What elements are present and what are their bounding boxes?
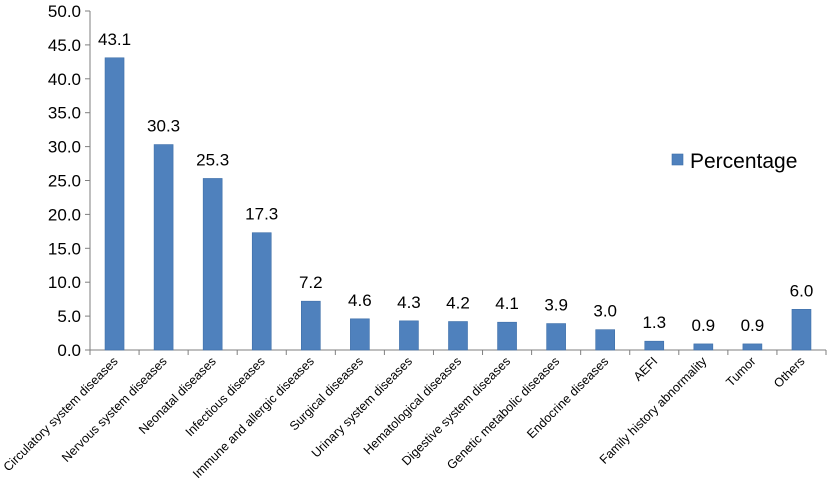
y-tick-label: 50.0	[48, 2, 81, 21]
x-category-label: Endocrine diseases	[524, 354, 611, 441]
bar	[497, 321, 517, 351]
x-category-label: Urinary system diseases	[309, 354, 415, 460]
y-tick-label: 25.0	[48, 172, 81, 191]
bar-data-label: 43.1	[98, 30, 131, 49]
x-category-label: Others	[771, 354, 807, 390]
x-category-label: Tumor	[723, 354, 758, 389]
bar	[104, 57, 125, 351]
y-tick-label: 5.0	[57, 307, 81, 326]
bar-data-label: 7.2	[299, 273, 323, 292]
bar-data-label: 3.0	[593, 302, 617, 321]
bar	[251, 232, 272, 351]
data-labels: 43.1 30.3 25.3 17.3 7.2 4.6 4.3 4.2 4.1 3.9 3.0 1.3…	[98, 30, 813, 335]
bar-data-label: 1.3	[642, 313, 666, 332]
y-tick-label: 30.0	[48, 138, 81, 157]
bar	[791, 309, 812, 351]
bar-data-label: 3.9	[544, 296, 568, 315]
y-axis: 0.0 5.0 10.0 15.0 20.0 25.0 30.0 35.0 40.0 45.0 50…	[48, 2, 91, 360]
bar-data-label: 4.6	[348, 291, 372, 310]
bar-data-label: 4.1	[495, 294, 519, 313]
bar-data-label: 6.0	[790, 281, 814, 300]
bar	[399, 320, 419, 351]
y-tick-label: 15.0	[48, 239, 81, 258]
y-tick-label: 0.0	[57, 341, 81, 360]
bar	[448, 321, 468, 351]
bar-data-label: 30.3	[147, 117, 180, 136]
y-tick-label: 40.0	[48, 70, 81, 89]
bar	[300, 300, 321, 351]
bar	[153, 144, 174, 351]
bar-data-label: 0.9	[692, 316, 716, 335]
bar-data-label: 4.2	[446, 294, 470, 313]
bar	[742, 343, 763, 351]
bar-series	[104, 57, 812, 351]
bar-data-label: 4.3	[397, 293, 421, 312]
bar-data-label: 0.9	[741, 316, 765, 335]
legend-swatch	[671, 153, 684, 166]
bar	[350, 318, 370, 351]
bar	[202, 178, 223, 351]
y-tick-label: 20.0	[48, 205, 81, 224]
x-category-label: AEFI	[631, 354, 661, 384]
bar	[546, 323, 566, 351]
legend: Percentage	[671, 150, 797, 173]
y-tick-label: 35.0	[48, 104, 81, 123]
bar-data-label: 17.3	[245, 205, 278, 224]
bar-data-label: 25.3	[196, 150, 229, 169]
bar	[595, 329, 616, 351]
y-tick-label: 10.0	[48, 273, 81, 292]
x-category-label: Hematological diseases	[361, 354, 464, 457]
bar	[693, 343, 714, 351]
bar	[644, 340, 665, 351]
y-tick-label: 45.0	[48, 36, 81, 55]
legend-label: Percentage	[690, 150, 797, 173]
